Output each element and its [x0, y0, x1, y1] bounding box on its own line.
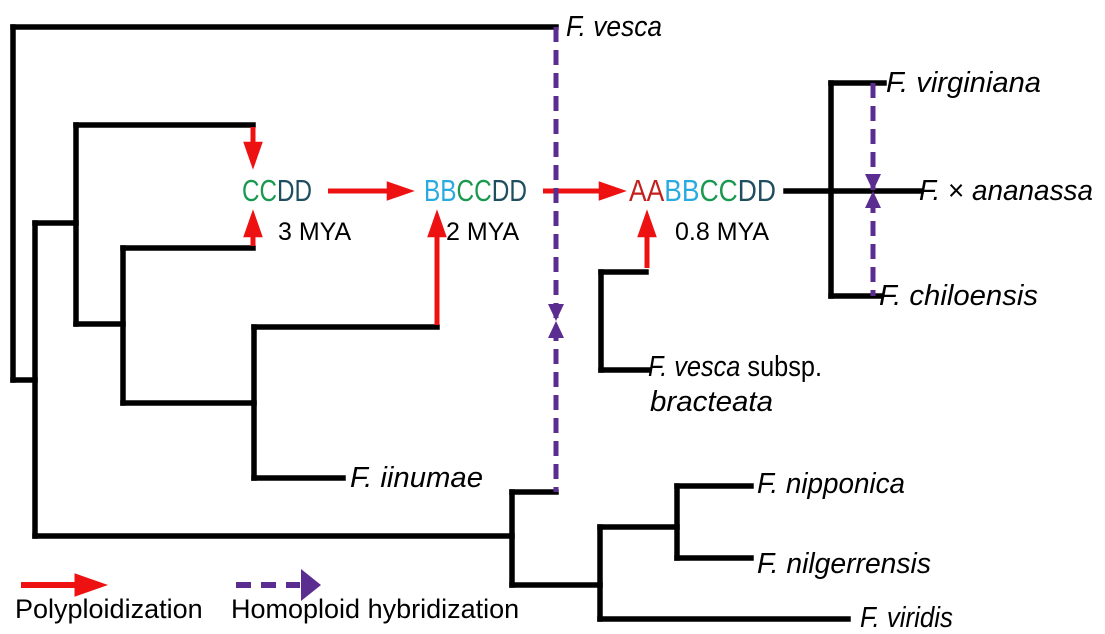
svg-text:AABBCCDD: AABBCCDD [629, 173, 776, 208]
svg-text:F. chiloensis: F. chiloensis [879, 280, 1038, 312]
svg-text:F. vesca subsp.: F. vesca subsp. [648, 351, 822, 383]
svg-text:F. × ananassa: F. × ananassa [919, 175, 1093, 207]
svg-text:Homoploid hybridization: Homoploid hybridization [231, 594, 519, 624]
svg-text:F. virginiana: F. virginiana [886, 67, 1041, 99]
svg-text:F. vesca: F. vesca [566, 11, 662, 43]
svg-text:F. iinumae: F. iinumae [350, 462, 483, 494]
svg-text:Polyploidization: Polyploidization [15, 594, 203, 624]
svg-text:F. nilgerrensis: F. nilgerrensis [757, 548, 931, 580]
svg-text:BBCCDD: BBCCDD [424, 173, 527, 208]
svg-text:0.8 MYA: 0.8 MYA [675, 218, 769, 246]
svg-text:F. viridis: F. viridis [860, 602, 953, 634]
svg-text:CCDD: CCDD [242, 173, 312, 208]
svg-text:3 MYA: 3 MYA [278, 218, 351, 246]
svg-text:2 MYA: 2 MYA [446, 218, 519, 246]
svg-text:F. nipponica: F. nipponica [757, 468, 905, 500]
svg-text:bracteata: bracteata [650, 386, 773, 418]
